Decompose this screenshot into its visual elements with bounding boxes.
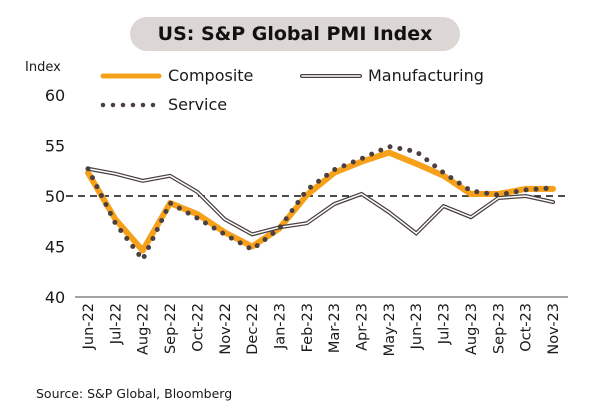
x-tick-label: May-23: [382, 303, 398, 356]
x-tick-label: Jun-22: [81, 303, 97, 350]
legend-composite-swatch: [100, 73, 162, 78]
x-tick-label: Jul-23: [437, 303, 453, 345]
y-tick-label: 55: [45, 137, 65, 156]
series-line-composite: [85, 149, 556, 254]
x-tick-label: Feb-23: [300, 303, 316, 352]
x-tick-label: Mar-23: [327, 303, 343, 353]
legend-service-label: Service: [168, 95, 228, 114]
x-tick-label: Sep-22: [163, 303, 179, 354]
legend-manufacturing-swatch: [300, 73, 362, 78]
x-tick-label: Dec-22: [245, 303, 261, 355]
series-line-manufacturing-inner: [87, 167, 554, 236]
series-line-service: [85, 143, 556, 265]
x-tick-label: Sep-23: [491, 303, 507, 354]
legend-manufacturing: Manufacturing: [300, 66, 484, 85]
legend-composite-label: Composite: [168, 66, 254, 85]
x-tick-label: Nov-22: [218, 303, 234, 355]
source-note: Source: S&P Global, Bloomberg: [36, 386, 233, 401]
y-tick-label: 60: [45, 86, 65, 105]
y-tick-label: 45: [45, 238, 65, 257]
y-axis-label: Index: [25, 60, 61, 75]
legend-service: Service: [100, 95, 227, 114]
x-tick-label: Jan-23: [272, 303, 288, 350]
y-tick-label: 40: [45, 288, 65, 307]
legend-manufacturing-label: Manufacturing: [368, 66, 484, 85]
x-tick-label: Nov-23: [546, 303, 562, 355]
chart-title: US: S&P Global PMI Index: [130, 17, 460, 51]
x-tick-label: Aug-23: [464, 303, 480, 355]
x-tick-label: Aug-22: [136, 303, 152, 355]
x-tick-label: Oct-22: [190, 303, 206, 352]
x-tick-label: Oct-23: [519, 303, 535, 352]
legend-composite: Composite: [100, 66, 253, 85]
y-tick-label: 50: [45, 187, 65, 206]
x-tick-label: Apr-23: [355, 303, 371, 351]
x-tick-label: Jul-22: [108, 303, 124, 345]
legend-service-swatch: [100, 102, 162, 107]
x-tick-label: Jun-23: [409, 303, 425, 350]
